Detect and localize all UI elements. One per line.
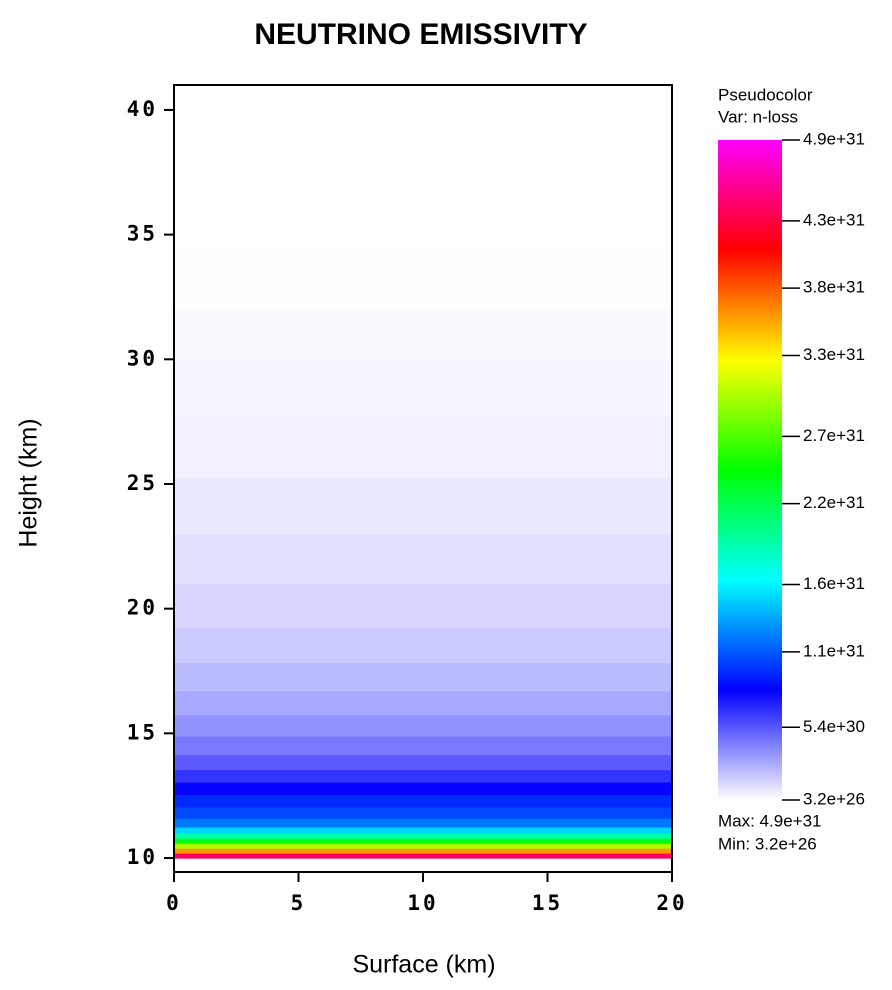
emissivity-band — [174, 838, 672, 844]
y-axis-label: Height (km) — [15, 418, 43, 547]
emissivity-band — [174, 735, 672, 756]
colorbar-tick-label: 1.6e+31 — [803, 574, 865, 593]
emissivity-band — [174, 247, 672, 311]
colorbar-tick-label: 3.8e+31 — [803, 278, 865, 297]
emissivity-band — [174, 662, 672, 692]
emissivity-band — [174, 359, 672, 417]
emissivity-band — [174, 843, 672, 849]
legend-max: Max: 4.9e+31 — [718, 811, 822, 830]
emissivity-band — [174, 159, 672, 248]
y-tick-label: 25 — [127, 471, 158, 495]
emissivity-band — [174, 714, 672, 737]
emissivity-band — [174, 309, 672, 360]
y-tick-label: 10 — [127, 845, 158, 869]
colorbar-tick-label: 2.7e+31 — [803, 426, 865, 445]
emissivity-band — [174, 415, 672, 479]
y-tick-label: 35 — [127, 222, 158, 246]
emissivity-band — [174, 781, 672, 796]
emissivity-band — [174, 85, 672, 161]
emissivity-band — [174, 826, 672, 834]
y-tick-label: 30 — [127, 346, 158, 370]
legend-title: Pseudocolor — [718, 85, 813, 104]
colorbar-tick-label: 4.3e+31 — [803, 210, 865, 229]
emissivity-band — [174, 583, 672, 628]
emissivity-band — [174, 848, 672, 854]
x-tick-label: 0 — [166, 891, 182, 915]
x-tick-label: 10 — [407, 891, 438, 915]
emissivity-band — [174, 818, 672, 828]
colorbar-tick-label: 1.1e+31 — [803, 641, 865, 660]
legend-min: Min: 3.2e+26 — [718, 834, 817, 853]
legend-variable: Var: n-loss — [718, 107, 798, 126]
emissivity-band — [174, 533, 672, 585]
emissivity-band — [174, 627, 672, 663]
emissivity-band — [174, 794, 672, 808]
x-tick-label: 15 — [532, 891, 563, 915]
colorbar-tick-label: 5.4e+30 — [803, 717, 865, 736]
emissivity-band — [174, 754, 672, 771]
emissivity-band — [174, 806, 672, 819]
y-tick-label: 20 — [127, 596, 158, 620]
x-tick-label: 5 — [291, 891, 307, 915]
colorbar-tick-label: 4.9e+31 — [803, 129, 865, 148]
emissivity-band — [174, 833, 672, 839]
colorbar-tick-label: 3.3e+31 — [803, 345, 865, 364]
colorbar — [718, 140, 782, 800]
y-tick-label: 40 — [127, 97, 158, 121]
emissivity-band — [174, 769, 672, 783]
emissivity-band — [174, 853, 672, 859]
colorbar-tick-label: 3.2e+26 — [803, 789, 865, 808]
x-axis-label: Surface (km) — [352, 951, 495, 979]
emissivity-band — [174, 477, 672, 535]
chart-title: NEUTRINO EMISSIVITY — [254, 18, 587, 51]
colorbar-tick-label: 2.2e+31 — [803, 493, 865, 512]
x-tick-label: 20 — [656, 891, 687, 915]
emissivity-band — [174, 690, 672, 716]
y-tick-label: 15 — [127, 720, 158, 744]
